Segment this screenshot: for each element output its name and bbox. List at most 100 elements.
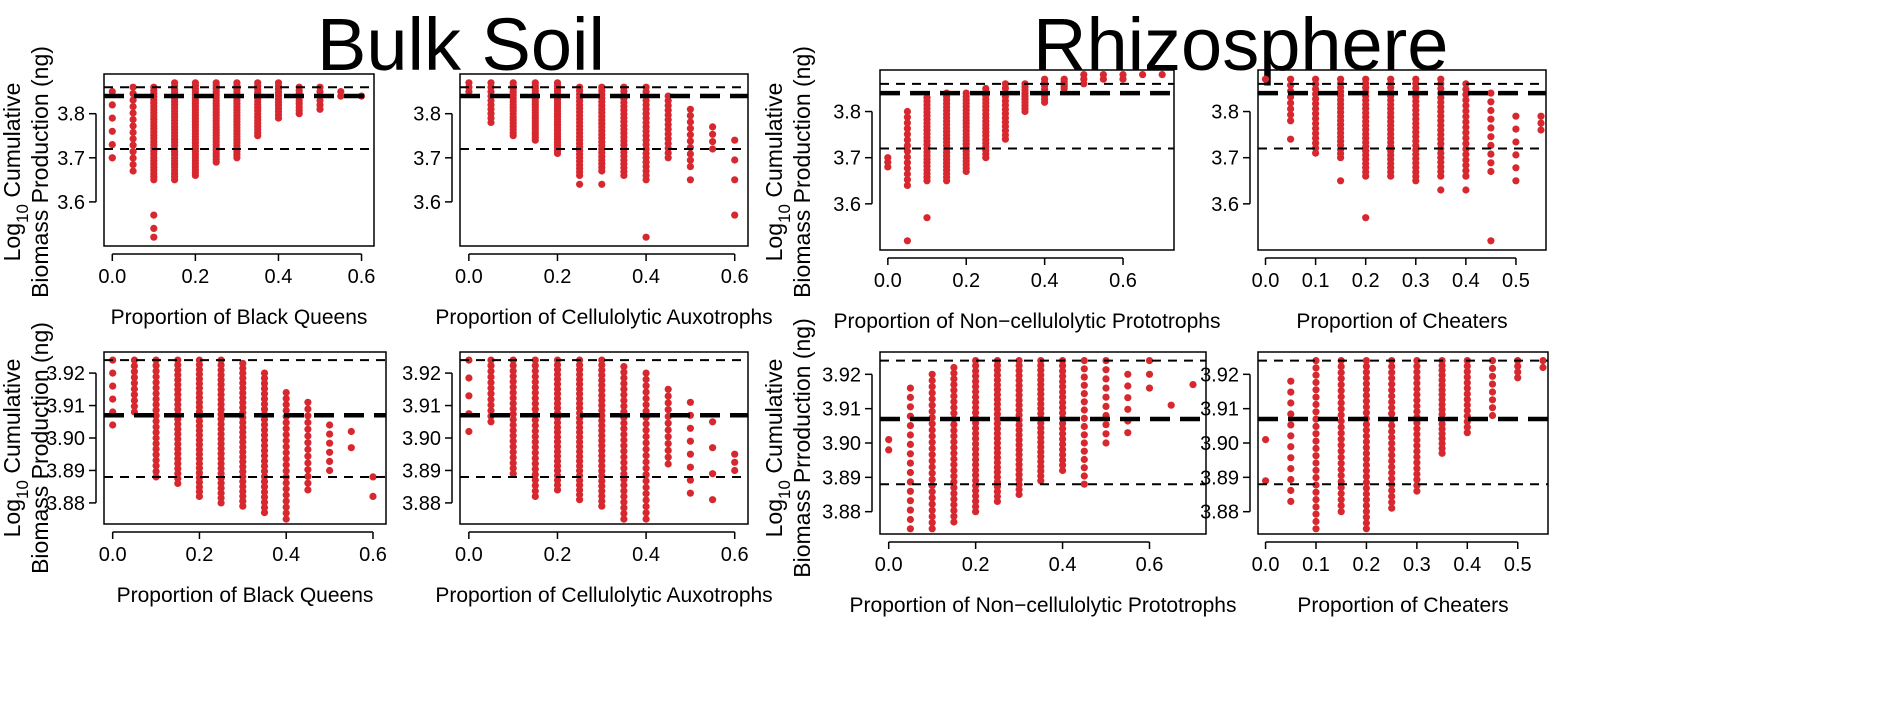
data-point: [1312, 364, 1320, 372]
data-point: [108, 127, 116, 135]
data-point: [1413, 453, 1421, 461]
data-point: [950, 375, 958, 383]
data-point: [928, 376, 936, 385]
data-point: [620, 464, 628, 472]
outlier-point: [1337, 177, 1345, 185]
data-point: [260, 385, 269, 393]
data-point: [1337, 435, 1345, 443]
data-point: [1537, 126, 1545, 134]
data-point: [620, 509, 628, 518]
data-point: [282, 419, 290, 427]
data-point: [130, 391, 138, 399]
data-point: [903, 176, 912, 184]
data-point: [1387, 75, 1395, 83]
svg-text:Log10 Cumulative: Log10 Cumulative: [761, 359, 794, 538]
data-point: [620, 396, 628, 405]
data-point: [487, 367, 495, 375]
data-point: [1388, 392, 1396, 400]
data-point: [731, 466, 739, 475]
data-point: [972, 362, 980, 370]
data-point: [642, 452, 650, 460]
data-point: [642, 375, 650, 383]
data-point: [1462, 80, 1470, 88]
data-point: [152, 462, 160, 470]
data-point: [906, 525, 915, 533]
data-point: [1362, 386, 1370, 394]
y-axis: 3.88 3.89 3.90 3.91 3.92: [46, 363, 97, 515]
data-point: [1539, 363, 1547, 372]
outlier-point: [150, 211, 158, 219]
data-point: [1514, 368, 1522, 376]
plot-frame: [1257, 69, 1547, 251]
data-point: [129, 103, 137, 111]
data-point: [709, 496, 717, 504]
y-tick-label: 3.6: [413, 192, 441, 214]
data-point: [928, 519, 936, 527]
data-point: [620, 374, 628, 382]
y-axis: 3.88 3.89 3.90 3.91 3.92: [822, 364, 873, 524]
y-axis: 3.6 3.7 3.8: [57, 104, 97, 214]
data-point: [1080, 406, 1088, 414]
data-point: [1388, 404, 1396, 412]
data-point: [1059, 393, 1067, 401]
svg-text:Biomass Production (ng): Biomass Production (ng): [789, 46, 815, 298]
data-point: [509, 470, 517, 478]
data-point: [906, 450, 915, 458]
data-point: [260, 478, 269, 486]
data-point: [598, 497, 606, 505]
data-point: [885, 436, 893, 444]
data-point: [152, 467, 160, 475]
data-point: [152, 428, 160, 436]
data-point: [972, 497, 980, 505]
data-point: [928, 512, 936, 521]
data-point: [152, 412, 160, 420]
x-tick-label: 0.2: [181, 266, 209, 288]
data-point: [487, 390, 495, 398]
data-point: [1388, 410, 1396, 418]
data-points: [884, 71, 1166, 245]
data-point: [1262, 477, 1270, 485]
data-point: [1124, 370, 1132, 378]
data-point: [972, 440, 980, 448]
data-point: [1337, 363, 1345, 371]
data-point: [928, 500, 936, 508]
data-point: [1362, 490, 1370, 498]
data-point: [1124, 429, 1132, 437]
data-point: [1514, 362, 1522, 370]
data-point: [598, 361, 606, 369]
data-point: [1487, 150, 1495, 158]
data-point: [487, 79, 495, 87]
data-point: [1388, 439, 1396, 447]
data-point: [129, 122, 137, 130]
data-point: [686, 437, 695, 445]
data-point: [598, 83, 606, 91]
data-points: [1261, 75, 1545, 245]
data-point: [152, 456, 160, 464]
data-point: [1362, 420, 1370, 428]
y-tick-label: 3.89: [1200, 467, 1239, 489]
data-point: [598, 396, 606, 404]
data-point: [1362, 75, 1370, 83]
outlier-point: [1462, 186, 1470, 194]
x-tick-label: 0.2: [962, 554, 990, 576]
outlier-point: [1362, 214, 1370, 222]
data-point: [598, 386, 606, 394]
data-point: [1015, 431, 1023, 439]
data-point: [950, 484, 958, 492]
data-point: [1312, 444, 1320, 452]
data-point: [509, 437, 517, 445]
data-point: [620, 459, 628, 467]
data-point: [620, 453, 628, 461]
data-point: [686, 105, 695, 113]
data-point: [950, 363, 958, 372]
data-point: [950, 506, 958, 515]
data-point: [509, 464, 517, 472]
data-point: [950, 455, 958, 463]
data-point: [1487, 133, 1495, 141]
data-point: [1015, 391, 1023, 399]
data-point: [1080, 480, 1088, 488]
data-point: [709, 145, 717, 153]
data-point: [282, 401, 290, 409]
data-point: [598, 492, 606, 500]
data-point: [1262, 436, 1270, 444]
